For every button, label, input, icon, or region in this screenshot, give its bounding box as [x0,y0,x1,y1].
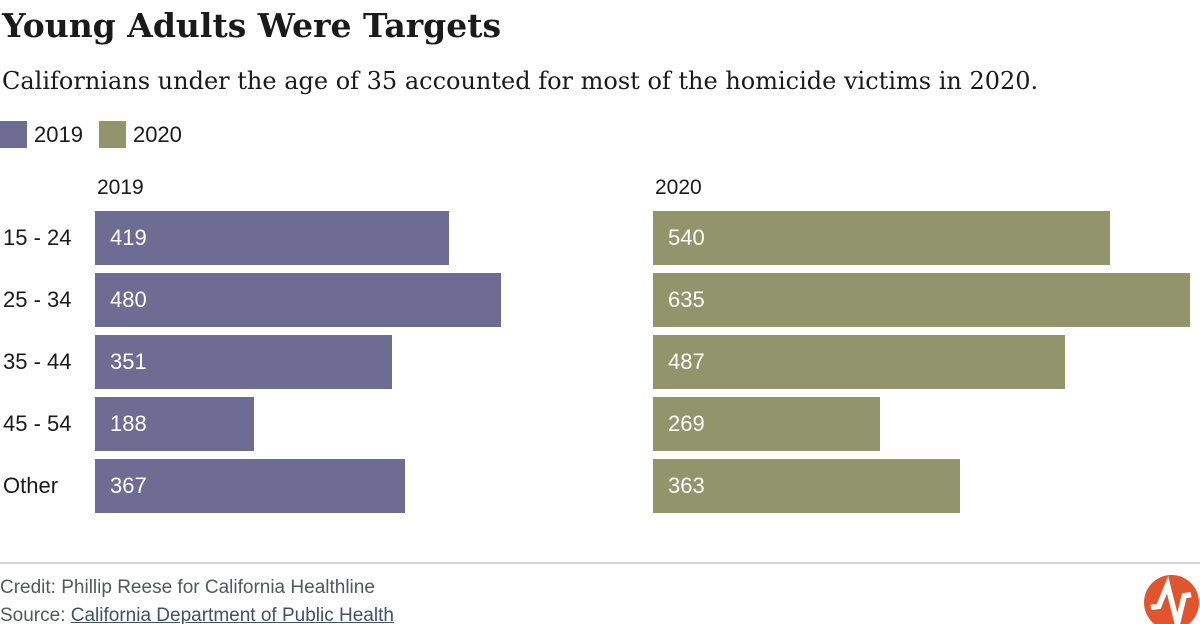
bar-value: 351 [110,349,147,374]
panel-gap [632,397,653,451]
legend-label: 2020 [132,121,182,147]
footer: Credit: Phillip Reese for California Hea… [0,562,1200,624]
footer-divider [0,562,1200,564]
pulse-icon [1150,576,1192,624]
chart-row: 45 - 54 188 269 [0,397,1200,451]
bar-track-2019: 188 [95,397,632,451]
bar-track-2020: 635 [653,273,1190,327]
bar-value: 480 [110,287,147,312]
bar-value: 188 [110,411,147,436]
source-line: Source: California Department of Public … [0,602,1200,624]
bar-value: 487 [668,349,705,374]
legend: 2019 2020 [0,121,1200,148]
bar-value: 540 [668,225,705,250]
bar-value: 635 [668,287,705,312]
bar-track-2019: 480 [95,273,632,327]
california-healthline-logo[interactable] [1144,575,1199,624]
bar-track-2019: 351 [95,335,632,389]
chart-row: 25 - 34 480 635 [0,273,1200,327]
bar-track-2020: 269 [653,397,1190,451]
panel-gap [632,175,653,201]
chart-page: Young Adults Were Targets Californians u… [0,6,1200,624]
bar-track-2020: 540 [653,211,1190,265]
page-subtitle: Californians under the age of 35 account… [2,67,1039,95]
bar-value: 419 [110,225,147,250]
panel-gap [632,459,653,513]
bar-2020: 487 [653,335,1065,389]
panel-gap [632,211,653,265]
bar-2019: 367 [95,459,406,513]
legend-swatch-2020 [98,121,126,148]
legend-item-2019: 2019 [0,121,83,148]
bar-2020: 363 [653,459,960,513]
age-label: 25 - 34 [3,287,72,312]
bar-value: 363 [668,473,705,498]
age-label: 35 - 44 [3,349,72,374]
chart-row: 15 - 24 419 540 [0,211,1200,265]
panel-headers: 2019 2020 [0,175,1200,201]
bar-2020: 635 [653,273,1190,327]
panel-gap [632,273,653,327]
bar-value: 367 [110,473,147,498]
bar-value: 269 [668,411,705,436]
bar-2019: 188 [95,397,254,451]
age-label: 15 - 24 [3,225,72,250]
chart-row: Other 367 363 [0,459,1200,513]
panel-header-2019: 2019 [97,176,144,199]
source-label: Source: [0,605,66,624]
panel-header-2020: 2020 [655,176,702,199]
bar-2020: 269 [653,397,881,451]
panel-header-spacer [0,175,95,201]
legend-swatch-2019 [0,121,27,148]
bar-2019: 480 [95,273,501,327]
footer-text: Credit: Phillip Reese for California Hea… [0,564,1200,624]
bar-chart: 2019 2020 15 - 24 419 540 25 - 34 48 [0,175,1200,513]
page-title: Young Adults Were Targets [2,6,502,45]
bar-2019: 351 [95,335,392,389]
legend-item-2020: 2020 [98,121,182,148]
age-label: Other [3,473,59,498]
legend-label: 2019 [34,121,83,147]
source-link[interactable]: California Department of Public Health [70,605,394,624]
panel-gap [632,335,653,389]
bar-2020: 540 [653,211,1110,265]
bar-track-2019: 419 [95,211,632,265]
bar-2019: 419 [95,211,450,265]
bar-track-2020: 487 [653,335,1190,389]
bar-track-2020: 363 [653,459,1190,513]
credit-line: Credit: Phillip Reese for California Hea… [0,577,375,598]
chart-row: 35 - 44 351 487 [0,335,1200,389]
age-label: 45 - 54 [3,411,72,436]
bar-track-2019: 367 [95,459,632,513]
